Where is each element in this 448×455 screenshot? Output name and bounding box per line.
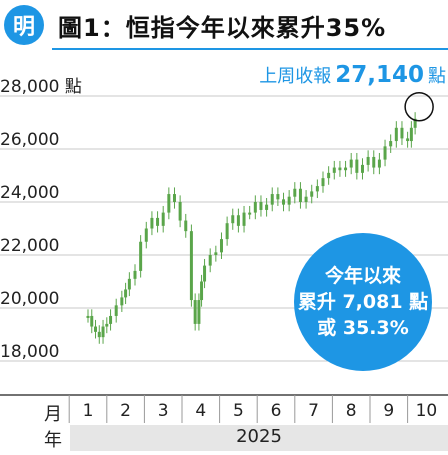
candle-body	[184, 220, 188, 232]
candle-body	[167, 194, 171, 213]
year-value: 2025	[236, 426, 282, 447]
candle-body	[161, 212, 165, 226]
candle-body	[315, 186, 319, 192]
x-tick-label: 2	[120, 401, 131, 421]
x-tick-label: 5	[233, 401, 244, 421]
year-band	[70, 425, 448, 451]
candle-body	[383, 146, 387, 160]
candle-body	[332, 167, 336, 173]
candle-body	[214, 252, 218, 255]
x-tick-label: 10	[416, 401, 438, 421]
candle-body	[413, 118, 417, 128]
candle-body	[394, 127, 398, 142]
candle-body	[389, 141, 393, 147]
candle-body	[189, 231, 193, 301]
callout-line-3: 或 35.3%	[317, 317, 409, 339]
last-close-unit: 點	[428, 66, 446, 87]
candle-body	[400, 127, 404, 139]
candle-body	[349, 159, 353, 168]
x-tick-label: 4	[195, 401, 206, 421]
candle-body	[101, 326, 105, 338]
candle-body	[270, 194, 274, 205]
month-row-label: 月	[44, 404, 62, 425]
candle-body	[109, 315, 113, 324]
candle-body	[156, 217, 160, 226]
last-close-label: 上周收報 27,140 點	[259, 62, 446, 88]
brand-logo: 明	[4, 5, 44, 45]
candle-body	[253, 202, 257, 213]
candle-body	[259, 202, 263, 210]
candle-body	[120, 297, 124, 306]
candle-body	[124, 289, 128, 298]
candle-body	[193, 300, 197, 324]
candle-body	[90, 315, 94, 327]
candle-body	[219, 239, 223, 253]
y-tick-label: 26,000	[0, 130, 59, 150]
x-tick-label: 3	[158, 401, 169, 421]
candle-body	[105, 323, 109, 327]
candle-body	[276, 194, 280, 200]
candle-body	[327, 172, 331, 179]
candle-body	[203, 265, 207, 282]
candle-body	[406, 138, 410, 142]
candle-body	[304, 196, 308, 202]
y-tick-label: 24,000	[0, 183, 59, 203]
candle-body	[248, 212, 252, 215]
candle-body	[287, 196, 291, 205]
candle-body	[172, 194, 176, 202]
candle-body	[377, 159, 381, 168]
candle-body	[409, 127, 413, 142]
last-close-caption: 上周收報	[259, 66, 332, 87]
title-underline	[52, 48, 448, 50]
gain-callout: 今年以來 累升 7,081 點 或 35.3%	[294, 233, 432, 371]
y-tick-label: 20,000	[0, 289, 59, 309]
candle-body	[231, 215, 235, 224]
candle-body	[360, 164, 364, 173]
callout-line-2: 累升 7,081 點	[297, 291, 429, 313]
candle-body	[366, 156, 370, 165]
candle-body	[200, 281, 204, 301]
index-chart: 18,000 20,000 22,000 24,000 26,000 28,000 點 1 2…	[0, 77, 448, 423]
x-tick-label: 6	[271, 401, 282, 421]
candle-body	[225, 223, 229, 240]
candle-body	[94, 326, 98, 332]
x-tick-label: 8	[346, 401, 357, 421]
candle-body	[178, 202, 182, 221]
candle-body	[372, 156, 376, 168]
candle-body	[298, 188, 302, 202]
candle-body	[127, 278, 131, 290]
candle-body	[355, 159, 359, 173]
last-close-value: 27,140	[335, 62, 424, 88]
candle-body	[144, 228, 148, 242]
year-row-label: 年	[44, 430, 62, 451]
candle-body	[344, 167, 348, 171]
x-tick-label: 1	[83, 401, 94, 421]
chart-title: 圖1：恒指今年以來累升35%	[58, 14, 387, 42]
candle-body	[282, 199, 286, 205]
candle-body	[338, 167, 342, 171]
y-tick-label: 18,000	[0, 342, 59, 362]
x-tick-label: 9	[383, 401, 394, 421]
y-tick-label: 22,000	[0, 236, 59, 256]
candle-body	[208, 255, 212, 266]
candle-body	[197, 300, 201, 324]
x-tick-label: 7	[308, 401, 319, 421]
candle-body	[310, 191, 314, 197]
y-tick-label: 28,000 點	[0, 77, 82, 97]
candle-body	[150, 217, 154, 229]
candle-body	[97, 331, 101, 338]
last-point-marker	[404, 92, 434, 122]
candle-body	[139, 241, 143, 271]
candle-body	[265, 204, 269, 210]
candle-body	[321, 178, 325, 187]
candle-body	[86, 315, 90, 318]
candle-body	[114, 305, 118, 316]
candle-body	[236, 215, 240, 226]
callout-line-1: 今年以來	[324, 265, 401, 287]
header: 明 圖1：恒指今年以來累升35%	[0, 0, 448, 50]
candle-body	[293, 188, 297, 197]
candle-body	[133, 270, 137, 279]
candle-body	[242, 212, 246, 226]
